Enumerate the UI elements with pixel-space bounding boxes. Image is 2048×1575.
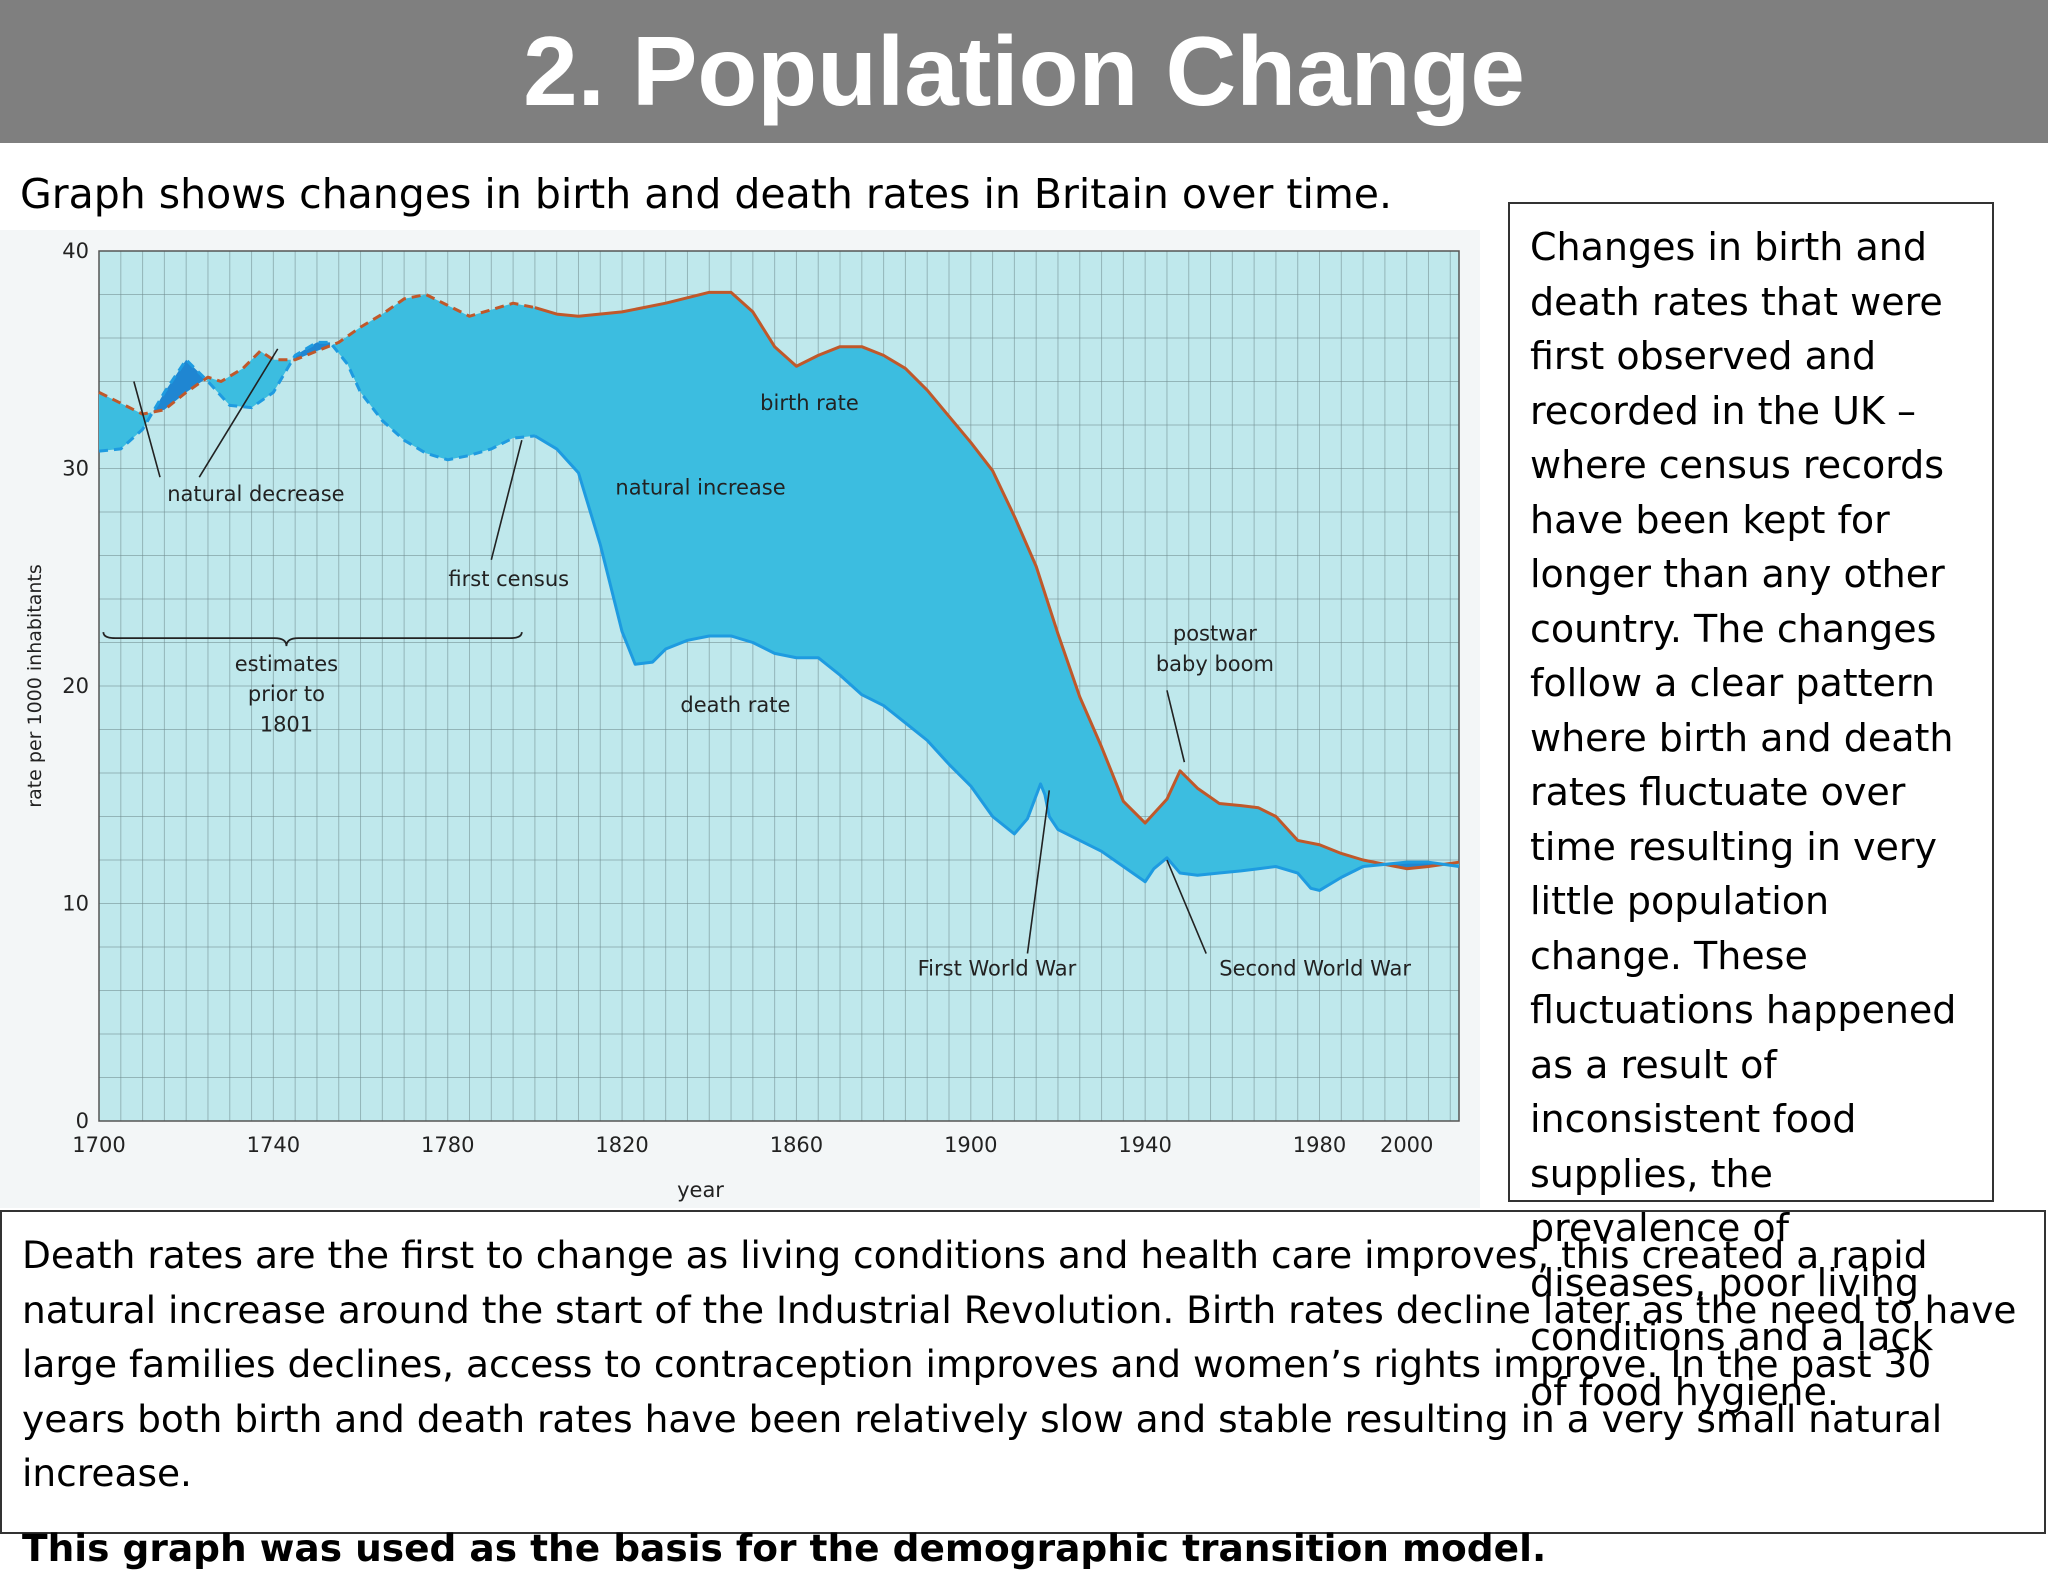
y-tick-label: 10 xyxy=(62,892,89,916)
slide-title: 2. Population Change xyxy=(523,15,1525,128)
first-world-war-label: First World War xyxy=(918,956,1077,980)
y-tick-label: 30 xyxy=(62,457,89,481)
postwar-label-line2: baby boom xyxy=(1156,652,1274,676)
x-tick-label: 1700 xyxy=(72,1133,125,1157)
side-text-box: Changes in birth and death rates that we… xyxy=(1508,202,1994,1202)
y-tick-label: 40 xyxy=(62,239,89,263)
title-bar: 2. Population Change xyxy=(0,0,2048,143)
second-world-war-label: Second World War xyxy=(1219,956,1411,980)
x-tick-label: 1740 xyxy=(247,1133,300,1157)
y-tick-label: 20 xyxy=(62,674,89,698)
x-tick-label: 2000 xyxy=(1380,1133,1433,1157)
birth-death-rate-chart: 1700 1740 1780 1820 1860 1900 1940 1980 2000 0 10 2… xyxy=(0,230,1480,1208)
x-tick-label: 1820 xyxy=(595,1133,648,1157)
y-axis-label: rate per 1000 inhabitants xyxy=(24,564,46,807)
x-tick-label: 1780 xyxy=(421,1133,474,1157)
bottom-bold-text: This graph was used as the basis for the… xyxy=(22,1521,2026,1575)
x-axis-label: year xyxy=(677,1178,724,1202)
x-tick-label: 1900 xyxy=(944,1133,997,1157)
natural-increase-label: natural increase xyxy=(615,476,785,500)
first-census-label: first census xyxy=(448,567,569,591)
estimates-label-line3: 1801 xyxy=(260,713,313,737)
x-tick-label: 1860 xyxy=(770,1133,823,1157)
postwar-label-line1: postwar xyxy=(1173,621,1257,645)
graph-caption: Graph shows changes in birth and death r… xyxy=(20,170,1392,218)
natural-decrease-label: natural decrease xyxy=(167,482,344,506)
death-rate-label: death rate xyxy=(680,693,790,717)
bottom-text: Death rates are the first to change as l… xyxy=(22,1228,2026,1501)
x-tick-label: 1980 xyxy=(1293,1133,1346,1157)
estimates-label-line2: prior to xyxy=(248,682,325,706)
x-tick-label: 1940 xyxy=(1118,1133,1171,1157)
bottom-text-box: Death rates are the first to change as l… xyxy=(0,1210,2046,1534)
y-tick-label: 0 xyxy=(76,1109,89,1133)
chart-container: 1700 1740 1780 1820 1860 1900 1940 1980 2000 0 10 2… xyxy=(0,230,1480,1208)
birth-rate-label: birth rate xyxy=(760,391,859,415)
estimates-label-line1: estimates xyxy=(235,652,338,676)
